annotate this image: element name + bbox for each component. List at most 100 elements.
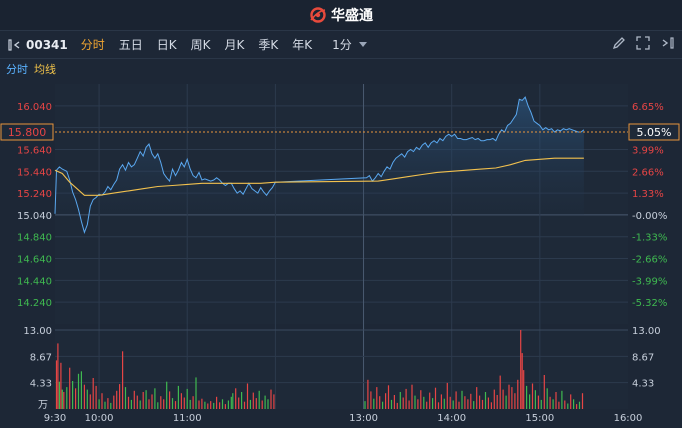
volume-unit-label: 万 [38,400,48,411]
volume-bar [434,387,437,409]
period-tab-1[interactable]: 五日 [118,38,143,52]
chart-toolbar: 00341 分时 五日 日K 周K 月K 季K 年K 1分 [0,31,682,59]
volume-bar [543,375,545,409]
legend-price-line: 分时 [6,63,28,76]
volume-bar [537,395,539,409]
volume-bar [186,388,188,409]
volume-bar [511,387,513,409]
volume-bar [227,400,229,409]
volume-bar [107,398,109,409]
volume-tick-label-right: 13.00 [632,326,661,337]
volume-bar [426,401,428,409]
volume-bar [470,393,472,409]
panel-collapse-icon[interactable] [660,36,674,50]
volume-bar [160,396,162,409]
volume-bar [479,395,481,409]
current-pct-label: 5.05% [637,126,672,139]
volume-bar [549,396,551,409]
volume-bar [238,397,240,409]
interval-dropdown[interactable]: 1分 [325,36,374,53]
volume-bar [122,351,124,409]
volume-bar [531,383,534,409]
time-tick-label: 14:00 [437,413,466,424]
volume-bar [204,401,206,409]
time-tick-label: 13:00 [349,413,378,424]
volume-bar [232,393,234,409]
volume-bar [437,402,440,409]
chevron-down-icon [358,41,367,47]
volume-bar [526,385,528,409]
price-tick-label: 15.240 [17,189,52,200]
volume-bar [473,401,475,409]
volume-bar [61,389,63,409]
volume-bar [555,392,557,409]
time-tick-label: 15:00 [525,413,554,424]
period-tab-3[interactable]: 周K [190,38,211,52]
brand: 华盛通 [309,5,373,25]
volume-bar [221,399,224,409]
volume-bar [213,402,215,409]
volume-bar [154,388,156,409]
volume-bar [402,397,404,409]
volume-bar [484,392,487,409]
pct-tick-label: 1.33% [632,189,664,200]
volume-bar [258,390,260,409]
volume-bar [558,401,560,409]
volume-bar [534,390,536,409]
volume-bar [174,401,177,409]
volume-bar [399,392,401,409]
period-tab-6[interactable]: 年K [292,38,313,52]
intraday-chart[interactable]: 16.040 15.640 15.440 15.240 15.040 14.840 14.6… [0,79,682,428]
period-tab-0[interactable]: 分时 [80,38,105,52]
volume-bar [487,397,489,409]
volume-bar [414,395,416,409]
pencil-icon[interactable] [612,36,626,50]
panel-toggle-icon[interactable] [0,38,26,52]
volume-bar [136,395,138,409]
volume-bar [110,402,112,409]
volume-bar [216,396,218,409]
volume-bar [476,387,478,409]
volume-bar [210,401,212,409]
app-title-bar: 华盛通 [0,0,682,31]
current-price-box [0,123,54,141]
volume-bar [390,399,393,409]
volume-bar [546,388,548,409]
period-tabs: 分时 五日 日K 周K 月K 季K 年K [74,36,319,53]
time-tick-label: 9:30 [44,413,66,424]
volume-bar [148,399,150,409]
period-tab-2[interactable]: 日K [156,38,177,52]
volume-bar [440,394,442,409]
volume-bar [523,370,525,409]
volume-panel [55,330,628,409]
volume-bar [58,381,60,409]
volume-bar [420,390,422,409]
volume-bar [127,396,130,409]
volume-bar [116,390,118,409]
price-tick-label: 14.840 [17,233,52,244]
volume-bar [270,389,272,409]
volume-bar [66,387,68,409]
volume-bar [514,393,516,409]
volume-bar [461,390,463,409]
volume-bar [72,381,74,409]
period-tab-4[interactable]: 月K [224,38,245,52]
volume-bar [570,394,572,409]
volume-bar [520,330,522,409]
volume-bar [490,402,492,409]
volume-bar [157,402,159,409]
volume-bar [77,373,80,409]
stock-code: 00341 [26,37,68,52]
volume-bar [69,367,71,409]
time-tick-label: 11:00 [173,413,202,424]
pct-tick-label: -1.33% [632,233,667,244]
volume-bar [104,401,106,409]
period-tab-5[interactable]: 季K [258,38,279,52]
price-tick-label: 14.440 [17,276,52,287]
current-pct-box [628,123,680,141]
volume-bar [446,382,448,409]
volume-bar [467,399,469,409]
volume-bar [411,384,413,409]
expand-icon[interactable] [636,36,650,50]
pct-tick-label: -3.99% [632,276,667,287]
